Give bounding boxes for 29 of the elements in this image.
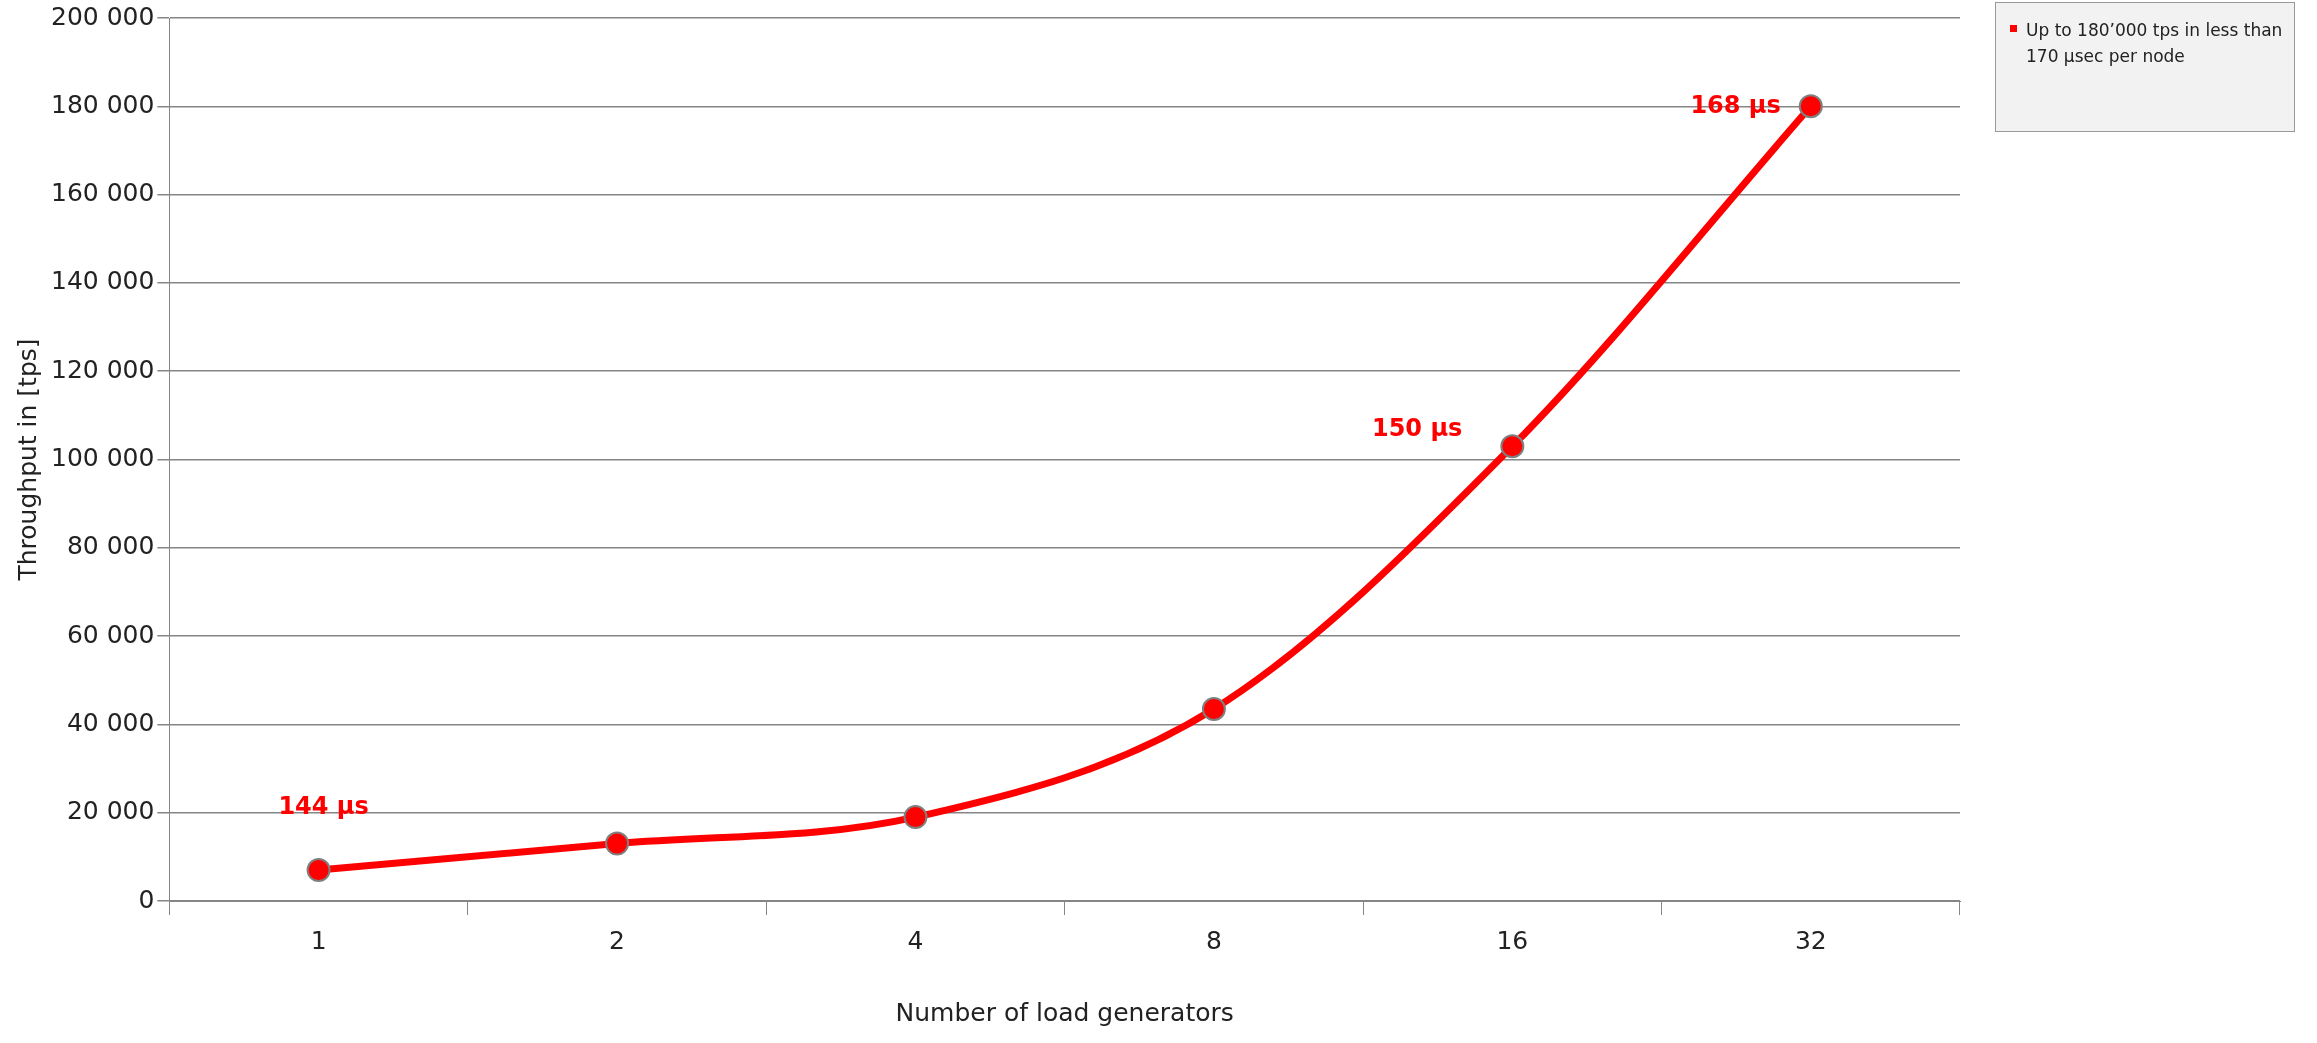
x-tick-label: 2 [609,925,625,955]
x-tick-label: 8 [1205,925,1222,955]
point [1500,434,1525,459]
point [903,805,928,830]
x-tick-label: 4 [907,925,924,955]
y-tick-label: 0 [138,884,155,914]
y-tick-label: 100 000 [50,443,155,472]
y-tick-label: 200 000 [50,1,155,31]
point [605,831,630,856]
y-tick-label: 80 000 [66,531,155,561]
x-tick-label: 1 [310,925,327,955]
annotation: 144 µs [278,792,369,821]
point [306,858,331,883]
point [1798,94,1823,119]
x-axis-title: Number of load generators [895,997,1234,1027]
annotation: 168 µs [1690,90,1781,119]
y-tick-label: 180 000 [50,89,155,119]
x-tick-label: 32 [1794,925,1827,955]
y-axis-title: Throughput in [tps] [12,338,42,582]
y-tick-label: 20 000 [66,796,155,826]
y-tick-label: 120 000 [50,354,155,384]
y-tick-label: 160 000 [50,178,155,208]
y-tick-label: 40 000 [66,707,155,737]
point [1201,696,1226,721]
x-tick-label: 16 [1496,925,1529,955]
text: Up to 180’000 tps in less than 170 µsec per node [2026,20,2283,66]
y-tick-label: 60 000 [66,619,155,649]
annotation: 150 µs [1371,414,1463,443]
y-tick-label: 140 000 [50,266,155,296]
